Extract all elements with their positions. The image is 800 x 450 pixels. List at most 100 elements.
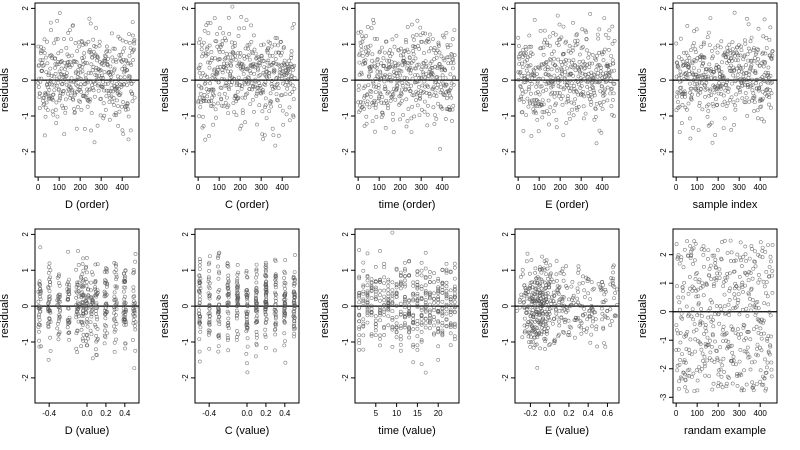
data-point bbox=[706, 102, 711, 107]
data-point bbox=[720, 385, 725, 390]
data-point bbox=[600, 306, 604, 311]
data-point bbox=[197, 359, 202, 364]
data-point bbox=[253, 275, 258, 280]
data-point bbox=[79, 344, 84, 349]
data-point bbox=[730, 350, 735, 355]
data-point bbox=[289, 74, 294, 78]
data-point bbox=[239, 87, 244, 91]
data-point bbox=[396, 48, 401, 53]
data-point bbox=[131, 58, 136, 62]
data-point bbox=[413, 66, 418, 71]
data-point bbox=[103, 328, 107, 333]
data-point bbox=[378, 305, 382, 310]
data-point bbox=[411, 49, 416, 53]
data-point bbox=[116, 86, 121, 91]
data-point bbox=[274, 92, 279, 97]
data-point bbox=[364, 114, 369, 119]
data-point bbox=[434, 55, 439, 60]
data-point bbox=[594, 102, 599, 106]
data-point bbox=[390, 51, 394, 56]
data-point bbox=[121, 100, 125, 104]
data-point bbox=[38, 91, 42, 96]
data-point bbox=[232, 110, 237, 115]
data-point bbox=[553, 32, 558, 37]
data-point bbox=[234, 99, 239, 104]
data-point bbox=[570, 107, 575, 112]
data-point bbox=[269, 78, 274, 83]
data-point bbox=[87, 88, 92, 93]
data-point bbox=[68, 85, 73, 89]
data-point bbox=[394, 33, 399, 38]
data-point bbox=[240, 95, 245, 100]
data-point bbox=[724, 80, 729, 84]
data-point bbox=[90, 298, 95, 303]
data-point bbox=[527, 340, 531, 345]
y-tick-label: -2 bbox=[21, 148, 30, 156]
data-point bbox=[589, 99, 594, 104]
data-point bbox=[438, 146, 443, 151]
data-point bbox=[255, 89, 260, 94]
data-point bbox=[554, 272, 559, 277]
data-point bbox=[440, 313, 445, 318]
data-point bbox=[86, 336, 91, 341]
data-point bbox=[358, 100, 363, 104]
data-point bbox=[678, 340, 683, 345]
data-point bbox=[569, 71, 574, 76]
data-point bbox=[205, 94, 210, 99]
data-point bbox=[749, 65, 753, 70]
data-point bbox=[378, 308, 382, 313]
data-point bbox=[377, 50, 382, 55]
data-point bbox=[226, 348, 231, 353]
data-point bbox=[569, 284, 574, 289]
data-point bbox=[394, 315, 399, 320]
data-point bbox=[430, 72, 435, 77]
data-point bbox=[444, 296, 449, 301]
data-point bbox=[600, 84, 604, 89]
data-point bbox=[442, 35, 447, 40]
data-point bbox=[267, 53, 272, 58]
data-point bbox=[675, 363, 680, 368]
data-point bbox=[133, 314, 138, 319]
data-point bbox=[676, 100, 680, 104]
data-point bbox=[748, 39, 753, 44]
data-point bbox=[732, 54, 737, 58]
data-point bbox=[440, 280, 445, 285]
data-point bbox=[448, 288, 453, 293]
data-point bbox=[226, 336, 231, 341]
data-point bbox=[751, 68, 755, 73]
data-point bbox=[197, 263, 202, 268]
data-point bbox=[393, 97, 398, 102]
data-point bbox=[239, 84, 244, 89]
data-point bbox=[604, 71, 608, 75]
data-point bbox=[74, 78, 79, 83]
data-point bbox=[227, 76, 232, 81]
data-point bbox=[415, 293, 420, 298]
data-point bbox=[46, 357, 51, 362]
data-point bbox=[293, 326, 297, 331]
data-point bbox=[579, 65, 583, 70]
data-point bbox=[704, 80, 709, 85]
data-point bbox=[586, 91, 590, 96]
data-point bbox=[419, 329, 424, 334]
data-point bbox=[373, 90, 378, 95]
data-point bbox=[95, 290, 100, 295]
data-point bbox=[742, 79, 746, 83]
data-point bbox=[686, 291, 691, 296]
data-point bbox=[85, 280, 89, 284]
data-point bbox=[361, 317, 366, 322]
data-point bbox=[264, 66, 269, 71]
data-point bbox=[237, 26, 242, 31]
data-point bbox=[94, 77, 99, 82]
data-point bbox=[723, 238, 727, 243]
data-point bbox=[427, 49, 431, 54]
data-point bbox=[292, 76, 297, 80]
data-point bbox=[369, 285, 374, 290]
data-point bbox=[706, 74, 710, 79]
data-point bbox=[198, 62, 203, 67]
data-point bbox=[95, 55, 100, 60]
data-point bbox=[588, 102, 593, 107]
data-point bbox=[196, 66, 201, 71]
data-point bbox=[427, 310, 432, 314]
data-point bbox=[610, 24, 615, 29]
